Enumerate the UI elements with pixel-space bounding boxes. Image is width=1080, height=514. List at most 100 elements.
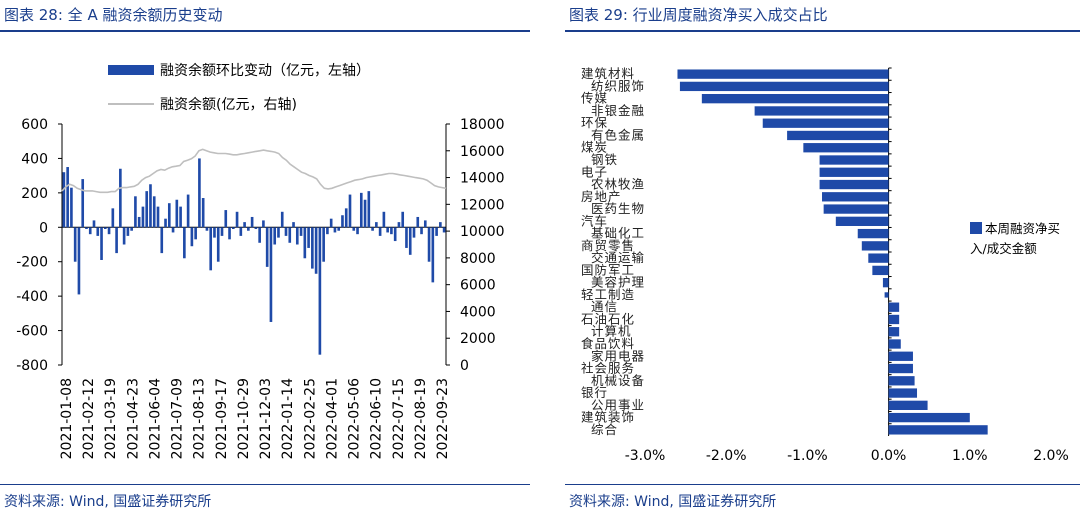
category-label: 电子	[581, 164, 608, 179]
balance-change-bar	[386, 227, 389, 233]
balance-change-bar	[435, 227, 438, 236]
balance-change-bar	[295, 227, 299, 245]
balance-change-bar	[194, 227, 197, 240]
balance-change-bar	[141, 206, 145, 228]
y-left-tick-label: 200	[21, 186, 48, 202]
balance-change-bar	[167, 203, 171, 228]
balance-change-bar	[190, 227, 194, 247]
x-tick-label: -3.0%	[625, 448, 666, 464]
balance-change-bar	[442, 227, 446, 233]
balance-change-bar	[122, 227, 126, 245]
balance-change-bar	[262, 220, 265, 228]
industry-bar	[701, 94, 889, 104]
x-tick-label: 2021-06-04	[148, 378, 164, 459]
category-label: 有色金属	[591, 127, 645, 142]
category-label: 社会服务	[581, 361, 635, 376]
industry-bar	[872, 265, 889, 276]
x-tick-label: 2022-09-23	[435, 378, 451, 459]
balance-change-bar	[258, 227, 261, 243]
balance-change-bar	[431, 227, 435, 283]
category-label: 基础化工	[591, 226, 645, 241]
balance-change-bar	[375, 222, 378, 228]
y-left-tick-label: -200	[16, 255, 48, 271]
balance-change-bar	[397, 222, 401, 228]
industry-bar	[888, 314, 900, 325]
balance-change-bar	[111, 208, 115, 228]
category-label: 煤炭	[581, 140, 608, 155]
industry-bar	[888, 388, 918, 398]
balance-change-bar	[390, 227, 393, 235]
balance-change-bar	[303, 227, 307, 259]
industry-bar	[888, 412, 970, 423]
balance-change-bar	[81, 179, 85, 228]
balance-change-bar	[103, 227, 107, 230]
balance-change-bar	[363, 199, 367, 228]
left-source-rule	[0, 484, 530, 485]
balance-change-bar	[401, 211, 405, 228]
balance-change-bar	[247, 227, 250, 231]
x-tick-label: 2022-02-25	[302, 378, 318, 459]
balance-change-bar	[85, 227, 88, 230]
balance-change-bar	[299, 227, 303, 236]
industry-bar	[819, 179, 889, 190]
industry-bar	[857, 228, 889, 239]
y-right-tick-label: 16000	[460, 144, 505, 160]
balance-change-bar	[416, 216, 420, 228]
balance-change-bar	[314, 227, 318, 274]
x-tick-label: 2022-08-19	[413, 378, 429, 459]
category-label: 石油石化	[581, 311, 635, 326]
balance-change-bar	[130, 227, 133, 231]
industry-bar	[803, 143, 889, 153]
industry-bar	[868, 253, 889, 263]
industry-bar	[884, 292, 889, 298]
y-right-tick-label: 6000	[460, 278, 496, 294]
balance-change-bar	[337, 227, 341, 231]
category-label: 非银金融	[591, 103, 645, 118]
legend-line-label: 融资余额(亿元，右轴)	[160, 96, 297, 113]
x-tick-label: -2.0%	[706, 448, 747, 464]
balance-change-bar	[423, 220, 427, 228]
right-chart-svg: -3.0% -2.0% -1.0% 0.0% 1.0% 2.0% 建筑材料纺织服饰传媒非银金…	[581, 66, 1069, 464]
balance-change-bar	[171, 227, 175, 233]
industry-bar	[888, 351, 913, 361]
category-label: 房地产	[581, 189, 622, 204]
balance-change-bar	[100, 227, 103, 260]
balance-change-bar	[356, 227, 359, 235]
balance-change-bar	[427, 227, 431, 262]
y-left-tick-label: -400	[16, 289, 48, 305]
x-tick-label: 2021-04-23	[125, 378, 141, 459]
legend-bar-label: 融资余额环比变动（亿元，左轴）	[160, 62, 370, 79]
industry-bar	[679, 81, 889, 92]
y-right-tick-label: 14000	[460, 171, 505, 187]
balance-change-bar	[393, 227, 397, 242]
industry-bar	[754, 106, 889, 116]
category-label: 国防军工	[581, 262, 635, 277]
industry-bar	[677, 69, 889, 79]
balance-change-bar	[333, 227, 337, 233]
balance-change-bar	[77, 227, 81, 295]
balance-change-bar	[243, 222, 246, 228]
balance-change-bar	[228, 227, 231, 240]
category-label: 美容护理	[591, 275, 645, 290]
industry-bar	[882, 278, 889, 288]
industry-bar	[888, 400, 928, 410]
industry-bar	[787, 130, 889, 141]
x-tick-label: 2022-04-01	[324, 378, 340, 459]
x-tick-label: 2021-01-08	[59, 378, 75, 459]
balance-change-bar	[70, 187, 73, 228]
balance-change-bar	[179, 206, 182, 228]
balance-change-bar	[288, 227, 292, 243]
category-label: 纺织服饰	[591, 78, 645, 93]
y-left-tick-label: 600	[21, 117, 48, 133]
category-label: 建筑材料	[581, 66, 635, 81]
balance-change-bar	[311, 227, 314, 269]
balance-change-bar	[119, 168, 122, 228]
y-left-tick-label: -600	[16, 324, 48, 340]
right-source: 资料来源: Wind, 国盛证券研究所	[569, 494, 777, 510]
balance-change-bar	[73, 227, 77, 262]
category-label: 交通运输	[591, 250, 645, 265]
balance-change-bar	[292, 222, 295, 228]
balance-change-bar	[198, 158, 201, 228]
balance-change-bar	[224, 210, 228, 228]
balance-change-bar	[250, 216, 254, 228]
